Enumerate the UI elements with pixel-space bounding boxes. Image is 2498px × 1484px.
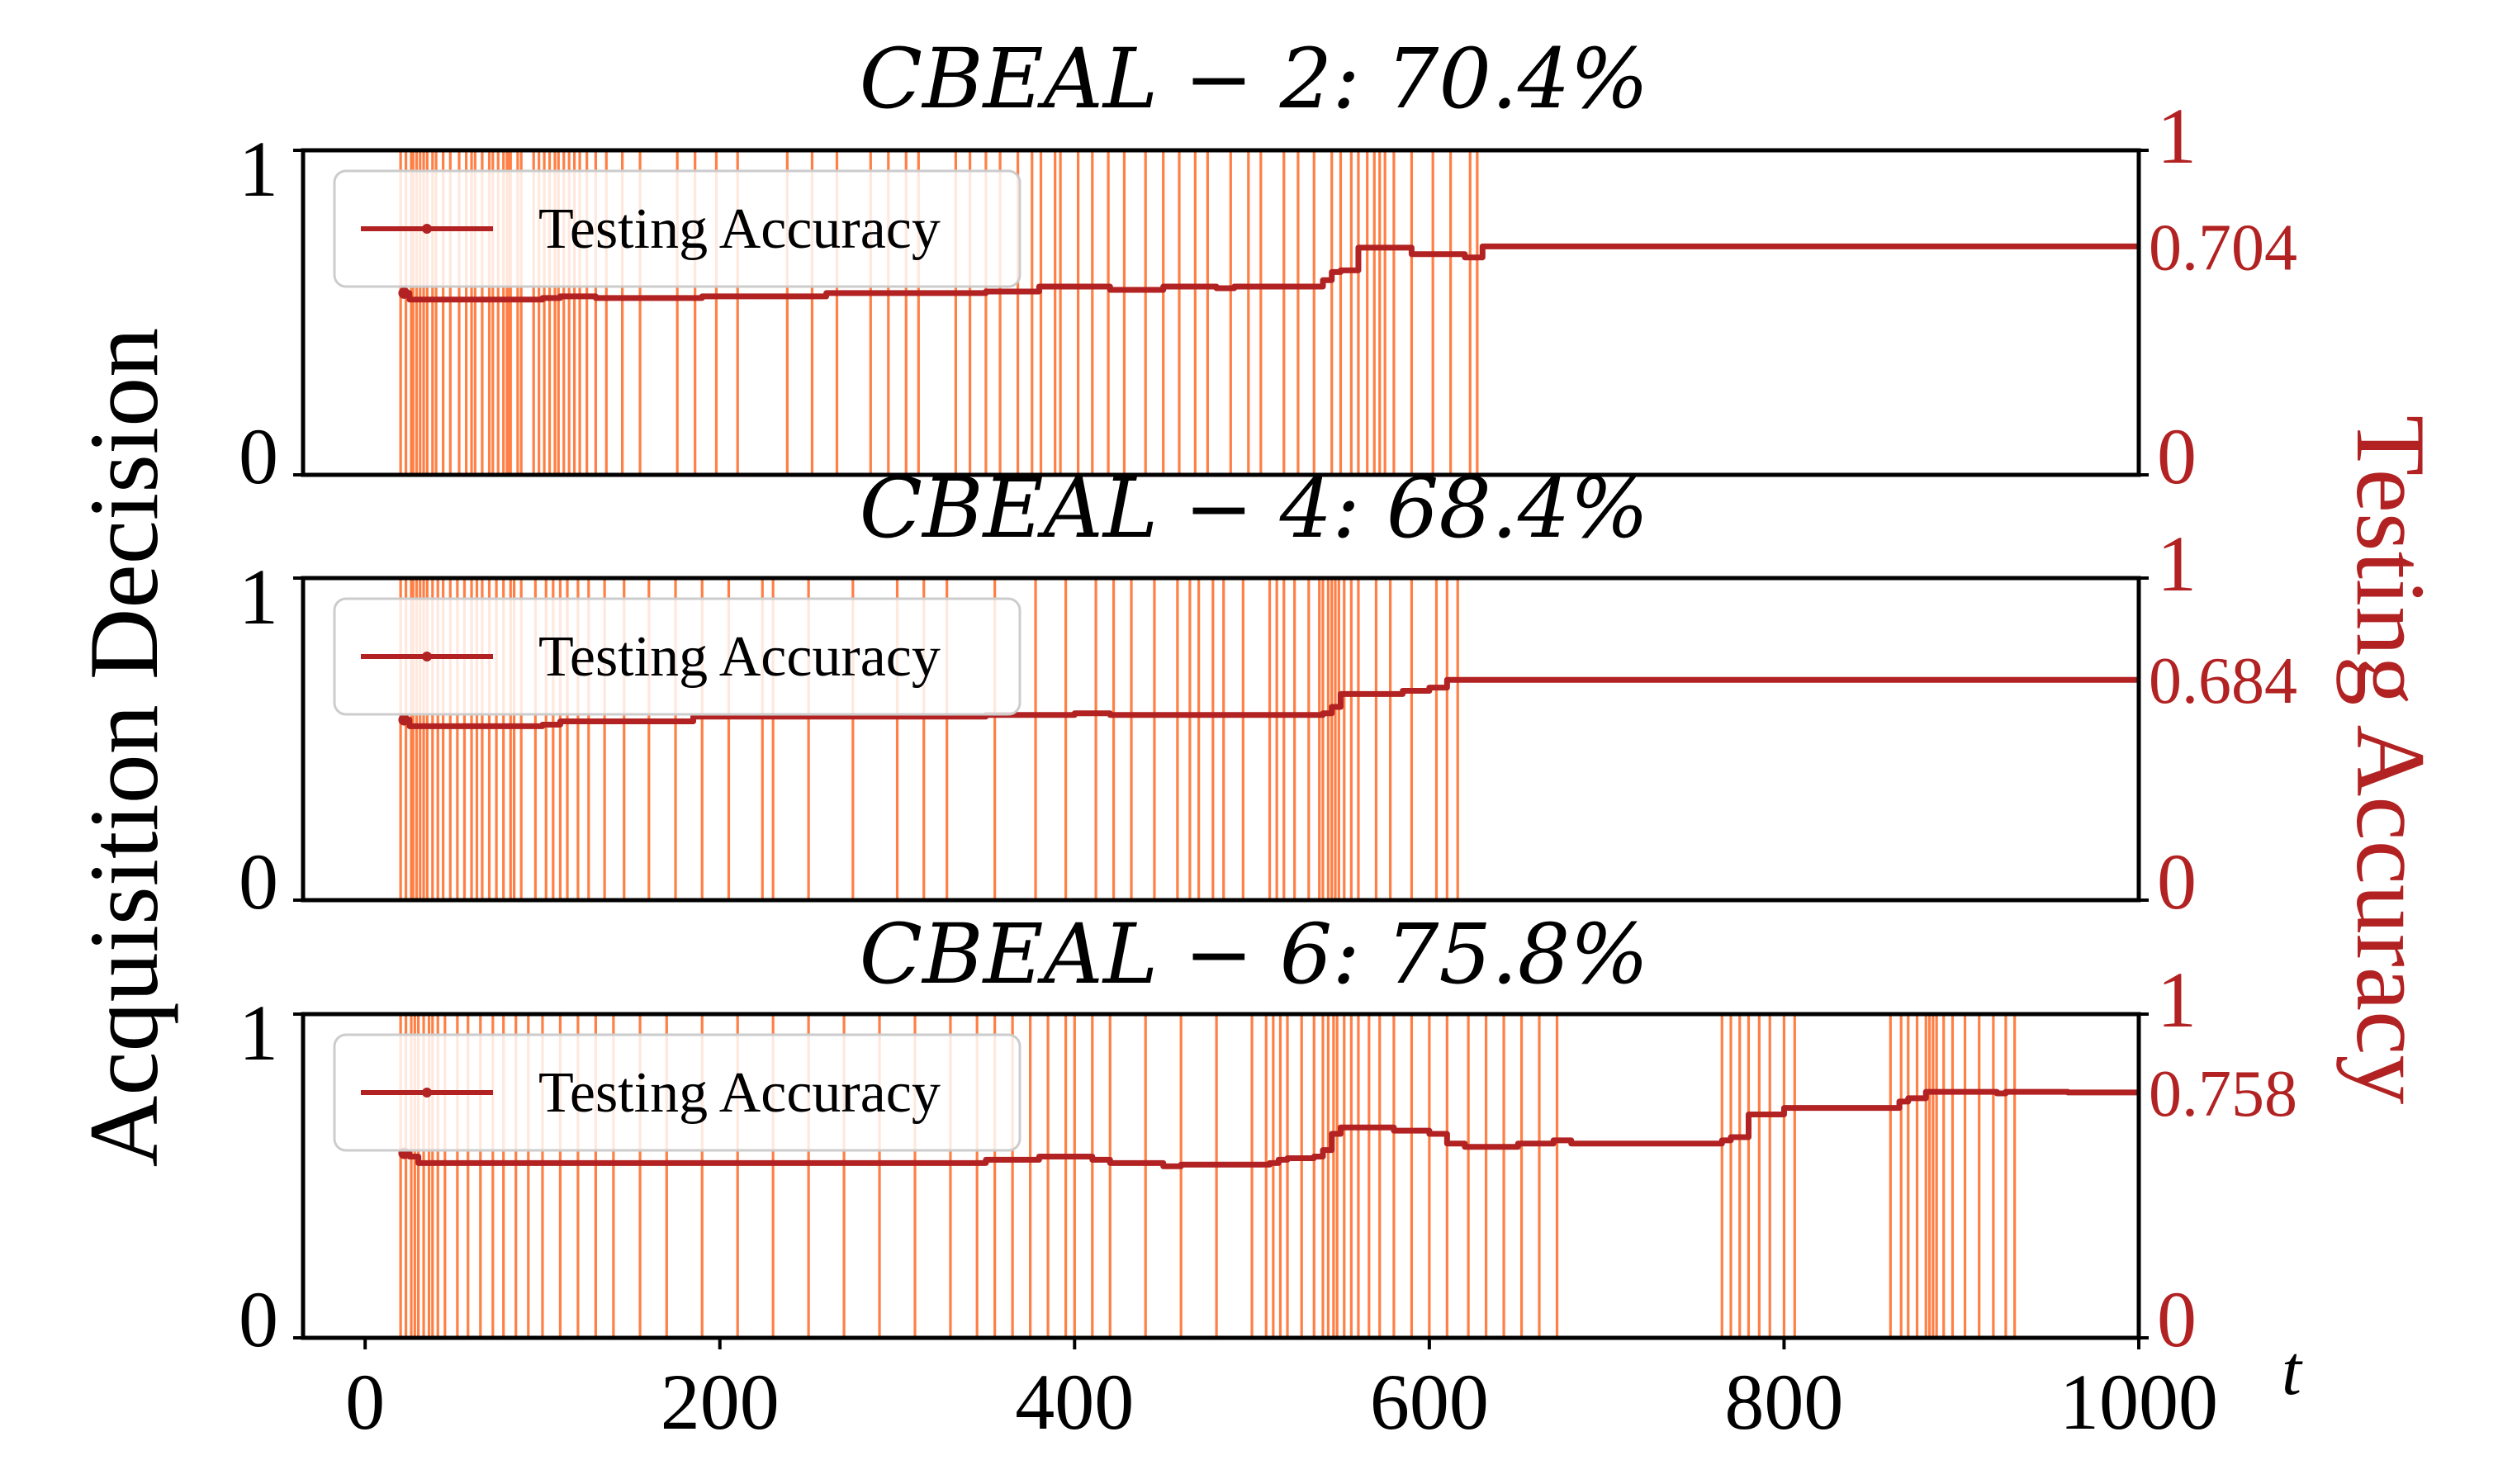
legend: Testing Accuracy [333,169,1021,288]
axes-frame [301,148,2141,477]
legend-box [333,597,1021,716]
accuracy-line [404,243,2139,303]
panel-title: CBEAL − 2: 70.4% [860,31,1649,127]
accuracy-line [404,676,2139,729]
x-tick-label: 0 [345,1358,385,1446]
right-axis-label: Testing Accuracy [2336,415,2446,1105]
legend-label: Testing Accuracy [538,1061,941,1125]
x-tick-label: 400 [1015,1358,1134,1446]
x-axis-label: t [2282,1330,2303,1410]
final-accuracy-label: 0.704 [2149,211,2297,284]
right-tick-label: 0 [2157,837,2197,926]
x-tick-label: 800 [1724,1358,1843,1446]
panel-2: 0 1 0 1 0.684 CBEAL − 4: 68.4% Testing Accurac… [239,460,2297,926]
legend-marker [422,652,432,661]
final-accuracy-label: 0.684 [2149,645,2297,718]
legend: Testing Accuracy [333,597,1021,716]
accuracy-start-marker [398,714,410,726]
left-tick-label: 1 [239,989,278,1077]
right-tick-label: 0 [2157,1275,2197,1363]
axes-frame [301,1012,2141,1340]
legend-box [333,169,1021,288]
legend-box [333,1033,1021,1152]
axes-frame [301,576,2141,903]
panels: 0 1 0 1 0.704 CBEAL − 2: 70.4% Testing Accurac… [239,31,2297,1446]
left-tick-label: 0 [239,1275,278,1363]
right-tick-label: 0 [2157,412,2197,500]
legend-label: Testing Accuracy [538,625,941,689]
left-tick-label: 0 [239,412,278,500]
panel-title: CBEAL − 4: 68.4% [860,460,1649,557]
legend-marker [422,224,432,234]
legend: Testing Accuracy [333,1033,1021,1152]
accuracy-start-marker [398,287,410,299]
right-tick-label: 1 [2157,92,2197,180]
left-axis-label: Acquisition Decision [69,328,178,1168]
panel-3: 0 1 0 1 0.758 CBEAL − 6: 75.8% Testing Accurac… [239,906,2297,1446]
legend-marker [422,1088,432,1098]
x-tick-label: 1000 [2060,1358,2218,1446]
x-tick-label: 200 [661,1358,780,1446]
left-tick-label: 1 [239,552,278,641]
left-tick-label: 1 [239,125,278,213]
x-tick-label: 600 [1370,1358,1489,1446]
panel-1: 0 1 0 1 0.704 CBEAL − 2: 70.4% Testing Accurac… [239,31,2297,500]
legend-label: Testing Accuracy [538,197,941,261]
right-tick-label: 1 [2157,955,2197,1044]
final-accuracy-label: 0.758 [2149,1058,2297,1131]
panel-title: CBEAL − 6: 75.8% [860,906,1649,1003]
left-tick-label: 0 [239,837,278,926]
accuracy-line [404,1088,2139,1169]
right-tick-label: 1 [2157,519,2197,608]
